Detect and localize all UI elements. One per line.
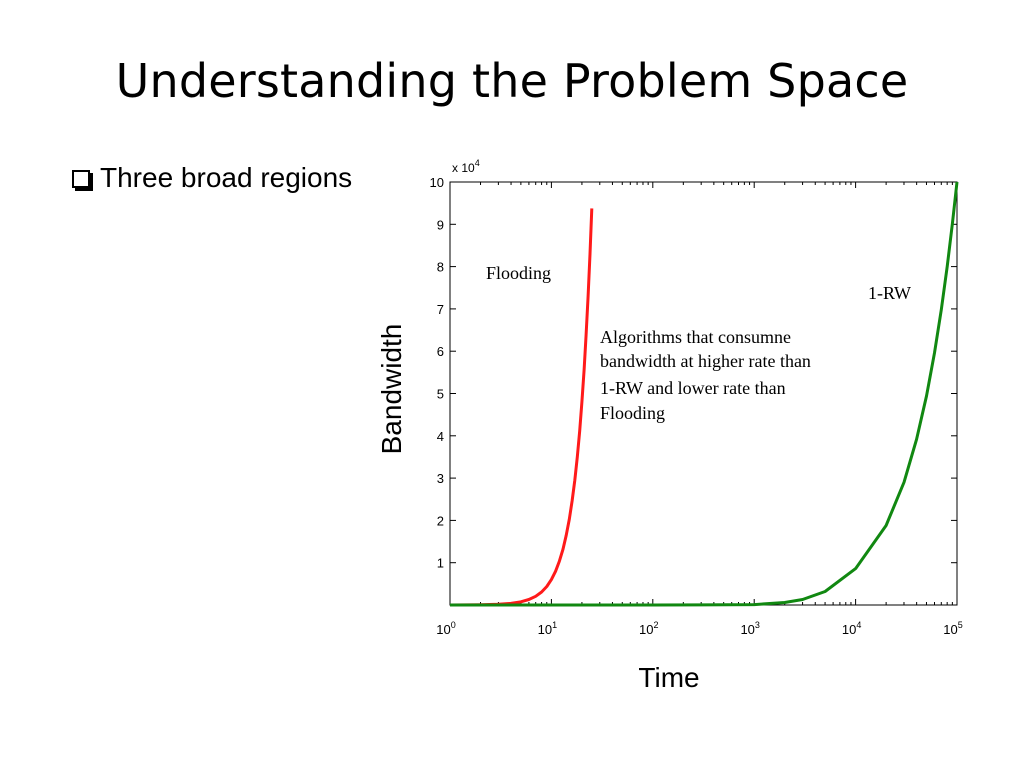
x-tick-base: 10 <box>538 622 552 637</box>
middle-region-line: Flooding <box>600 403 665 423</box>
x-tick-exp: 0 <box>451 620 456 630</box>
y-tick-label: 10 <box>430 175 444 190</box>
y-multiplier-label: x 104 <box>452 158 480 175</box>
y-tick-label: 1 <box>437 556 444 571</box>
x-tick-base: 10 <box>842 622 856 637</box>
y-tick-label: 4 <box>437 429 444 444</box>
y-axis-label: Bandwidth <box>376 324 407 455</box>
x-tick-label: 100 <box>436 620 455 637</box>
middle-region-line: bandwidth at higher rate than <box>600 351 811 371</box>
one-rw-annotation: 1-RW <box>868 283 911 303</box>
x-tick-base: 10 <box>436 622 450 637</box>
series-line-one-rw <box>450 181 959 607</box>
x-tick-exp: 5 <box>958 620 963 630</box>
middle-region-line: 1-RW and lower rate than <box>600 378 786 398</box>
x-tick-exp: 3 <box>755 620 760 630</box>
y-multiplier-text: x 10 <box>452 161 475 175</box>
y-tick-label: 2 <box>437 513 444 528</box>
middle-region-line: Algorithms that consumne <box>600 327 791 347</box>
bullet-text: Three broad regions <box>100 162 353 193</box>
x-tick-label: 105 <box>943 620 962 637</box>
x-tick-label: 102 <box>639 620 658 637</box>
y-tick-label: 5 <box>437 387 444 402</box>
y-tick-label: 6 <box>437 344 444 359</box>
y-tick-label: 7 <box>437 302 444 317</box>
x-tick-label: 101 <box>538 620 557 637</box>
x-tick-base: 10 <box>740 622 754 637</box>
bullet-item: Three broad regions <box>72 164 352 192</box>
x-tick-label: 103 <box>740 620 759 637</box>
y-tick-label: 8 <box>437 260 444 275</box>
checkbox-bullet-icon <box>72 170 90 188</box>
y-multiplier-exp: 4 <box>475 158 480 168</box>
x-tick-exp: 1 <box>552 620 557 630</box>
y-tick-label: 9 <box>437 217 444 232</box>
slide-title: Understanding the Problem Space <box>115 54 909 108</box>
middle-region-annotation: Algorithms that consumne bandwidth at hi… <box>600 327 811 423</box>
x-tick-base: 10 <box>943 622 957 637</box>
x-tick-exp: 4 <box>856 620 861 630</box>
flooding-annotation: Flooding <box>486 263 551 283</box>
x-tick-exp: 2 <box>654 620 659 630</box>
x-tick-base: 10 <box>639 622 653 637</box>
series-line-flooding <box>449 208 594 607</box>
x-axis-label: Time <box>638 662 699 693</box>
series-lines <box>449 181 959 607</box>
y-tick-label: 3 <box>437 471 444 486</box>
x-tick-label: 104 <box>842 620 861 637</box>
